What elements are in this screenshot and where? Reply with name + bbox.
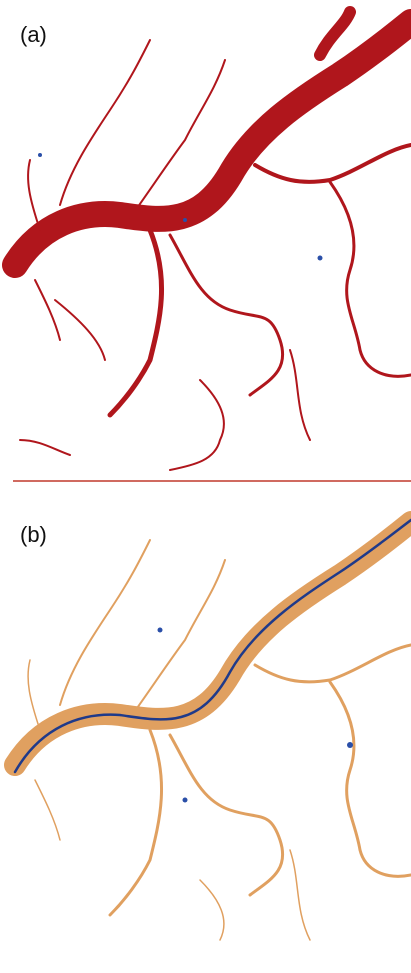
river	[28, 160, 40, 230]
river	[28, 660, 310, 940]
river	[110, 730, 162, 915]
lake	[158, 628, 163, 633]
lake	[38, 153, 42, 157]
lake	[347, 742, 353, 748]
river	[255, 645, 411, 682]
river	[60, 540, 150, 705]
river	[330, 682, 411, 876]
panel-label: (a)	[20, 22, 47, 47]
lake	[183, 798, 188, 803]
lake	[183, 218, 187, 222]
lake	[318, 256, 323, 261]
river	[290, 350, 310, 440]
panel-b: (b)	[15, 520, 411, 940]
river	[60, 40, 150, 205]
river	[320, 12, 350, 55]
river	[110, 230, 162, 415]
river	[20, 440, 70, 455]
river	[35, 280, 105, 360]
panel-label: (b)	[20, 522, 47, 547]
figure: (a) (b)	[0, 0, 411, 973]
river	[255, 145, 411, 182]
river	[170, 735, 283, 895]
panel-a: (a)	[15, 12, 411, 470]
river	[170, 380, 224, 470]
river	[330, 182, 411, 376]
river	[170, 235, 283, 395]
